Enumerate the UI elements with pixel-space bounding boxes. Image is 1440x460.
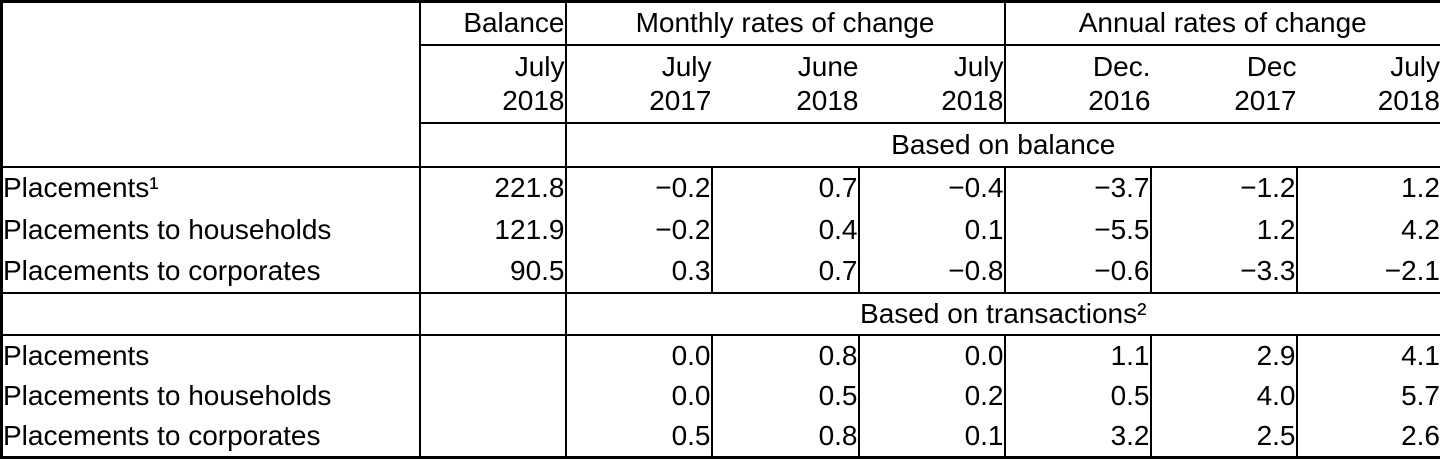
balance-value: 221.8 [419, 166, 567, 209]
rate-value: 0.5 [1004, 375, 1152, 417]
rate-value: −3.3 [1150, 250, 1298, 294]
period-header-monthly-1: July 2017 [565, 44, 712, 124]
period-header-annual-2: Dec 2017 [1150, 44, 1297, 124]
rate-value: 3.2 [1004, 416, 1152, 458]
rate-value: 0.4 [711, 208, 860, 251]
rate-value: 0.8 [711, 416, 860, 458]
row-label: Placements [1, 334, 421, 376]
rate-value: 0.8 [711, 334, 860, 376]
rate-value: 4.1 [1401, 339, 1440, 371]
rate-value: 2.6 [1401, 420, 1440, 452]
rate-value: 0.5 [565, 416, 713, 458]
annual-group-header: Annual rates of change [1004, 1, 1440, 46]
rate-value: 0.0 [858, 334, 1006, 376]
rate-value: 1.2 [1401, 172, 1440, 203]
rate-value: −0.8 [858, 250, 1006, 294]
period-header-monthly-3: July 2018 [858, 44, 1006, 124]
rate-value: −0.2 [565, 166, 713, 209]
rate-value: −5.5 [1004, 208, 1152, 251]
rate-value: 5.7 [1401, 380, 1440, 411]
period-header-balance: July 2018 [419, 44, 567, 124]
period-header-monthly-2: June 2018 [711, 44, 859, 124]
rate-value: −3.7 [1004, 166, 1152, 209]
balance-header: Balance [419, 1, 567, 46]
balance-value: 90.5 [419, 250, 567, 294]
rate-value: −1.2 [1150, 166, 1298, 209]
rate-value: 0.7 [711, 250, 860, 294]
rate-value: 1.1 [1004, 334, 1152, 376]
row-label: Placements¹ [1, 166, 421, 209]
balance-value [419, 375, 567, 417]
rate-value: 0.3 [565, 250, 713, 294]
period-header-annual-1: Dec. 2016 [1004, 44, 1151, 124]
rate-value: 0.0 [565, 375, 713, 417]
rate-value: 2.5 [1150, 416, 1298, 458]
rate-value: −0.2 [565, 208, 713, 251]
rate-value: 0.0 [565, 334, 713, 376]
rate-value: 4.0 [1150, 375, 1298, 417]
rate-value: 0.1 [858, 416, 1006, 458]
section1-balance-empty-cell [419, 122, 567, 168]
row-label: Placements to corporates [1, 250, 421, 294]
rate-value: 0.7 [711, 166, 860, 209]
rate-value: −0.4 [858, 166, 1006, 209]
balance-value: 121.9 [419, 208, 567, 251]
monthly-group-header: Monthly rates of change [565, 1, 1006, 46]
period-header-annual-3: July 2018 [1296, 44, 1440, 124]
row-label: Placements to households [1, 375, 421, 417]
rate-value: 0.1 [858, 208, 1006, 251]
section1-header: Based on balance [565, 122, 1440, 168]
rate-value: −0.6 [1004, 250, 1152, 294]
row-label: Placements to corporates [1, 416, 421, 458]
rate-value: 4.2 [1401, 213, 1440, 245]
rate-value: 1.2 [1150, 208, 1298, 251]
rate-value: −2.1 [1296, 250, 1440, 294]
row-label: Placements to households [1, 208, 421, 251]
section2-balance-empty-cell [419, 292, 567, 336]
balance-value [419, 334, 567, 376]
rate-value: 0.5 [711, 375, 860, 417]
balance-value [419, 416, 567, 458]
rate-value: 0.2 [858, 375, 1006, 417]
corner-empty-cell [1, 1, 421, 168]
section2-label-empty-cell [1, 292, 421, 336]
rate-value: 2.9 [1150, 334, 1298, 376]
section2-header: Based on transactions² [565, 292, 1440, 336]
